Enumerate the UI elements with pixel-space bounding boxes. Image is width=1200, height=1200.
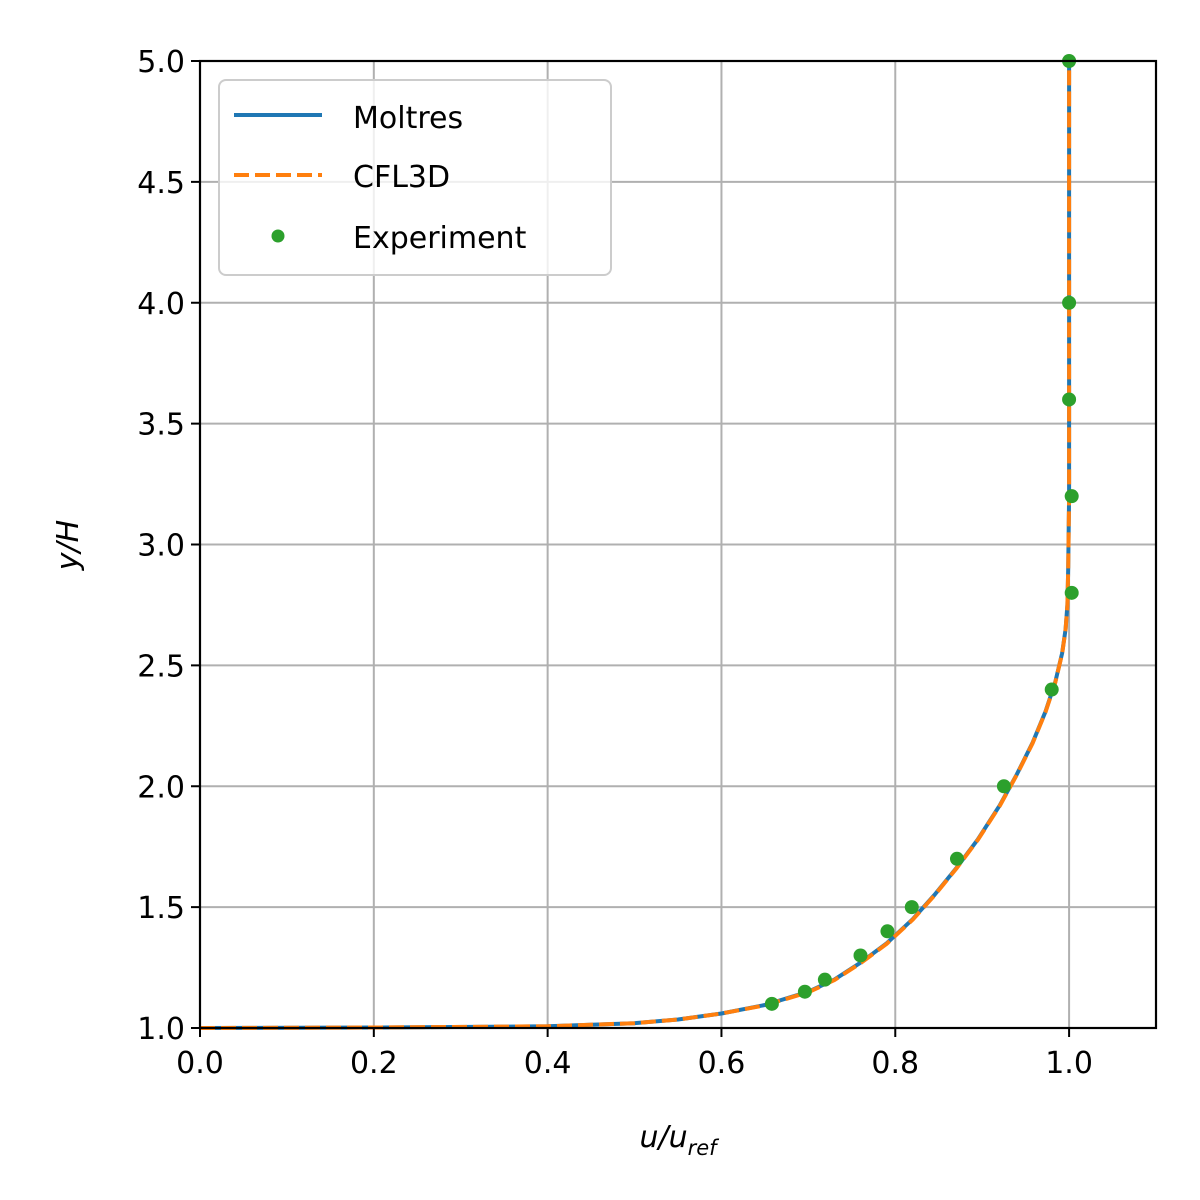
y-tick-label: 4.5	[137, 166, 185, 201]
data-point-experiment	[1064, 489, 1079, 504]
data-point-experiment	[764, 996, 779, 1011]
legend-label-cfl3d: CFL3D	[353, 160, 450, 195]
series-layer	[199, 54, 1079, 1030]
legend: Moltres CFL3D Experiment	[218, 79, 612, 276]
legend-box	[218, 79, 612, 276]
x-tick-label: 0.6	[698, 1046, 746, 1081]
data-point-experiment	[817, 972, 832, 987]
data-point-experiment	[1062, 392, 1077, 407]
data-point-experiment	[880, 924, 895, 939]
y-tick-label: 5.0	[137, 45, 185, 80]
data-point-experiment	[949, 851, 964, 866]
x-tick-label: 0.8	[871, 1046, 919, 1081]
y-axis-label: y/H	[51, 520, 86, 571]
legend-label-moltres: Moltres	[353, 101, 463, 136]
data-point-experiment	[1062, 295, 1077, 310]
legend-label-experiment: Experiment	[353, 221, 527, 256]
y-tick-label: 2.0	[137, 770, 185, 805]
data-point-experiment	[797, 984, 812, 999]
x-tick-label: 0.2	[350, 1046, 398, 1081]
x-tick-label: 1.0	[1045, 1046, 1093, 1081]
x-tick-label: 0.4	[524, 1046, 572, 1081]
x-axis-label-subscript: ref	[688, 1136, 721, 1160]
y-tick-label: 1.0	[137, 1012, 185, 1047]
x-tick-label: 0.0	[176, 1046, 224, 1081]
y-tick-label: 3.5	[137, 408, 185, 443]
data-point-experiment	[1064, 585, 1079, 600]
y-tick-label: 1.5	[137, 891, 185, 926]
x-axis: 0.0 0.2 0.4 0.6 0.8 1.0	[176, 1028, 1093, 1081]
y-tick-label: 2.5	[137, 649, 185, 684]
data-point-experiment	[853, 948, 868, 963]
data-point-experiment	[904, 900, 919, 915]
data-point-experiment	[1044, 682, 1059, 697]
legend-swatch-experiment	[271, 229, 285, 243]
x-axis-label-main: u/u	[639, 1120, 687, 1155]
y-axis: 1.0 1.5 2.0 2.5 3.0 3.5 4.0 4.5 5.0	[137, 45, 200, 1047]
y-tick-label: 3.0	[137, 529, 185, 564]
data-point-experiment	[996, 779, 1011, 794]
y-tick-label: 4.0	[137, 287, 185, 322]
series-line-cfl3d	[199, 61, 1072, 1030]
x-axis-label: u/uref	[639, 1120, 720, 1160]
